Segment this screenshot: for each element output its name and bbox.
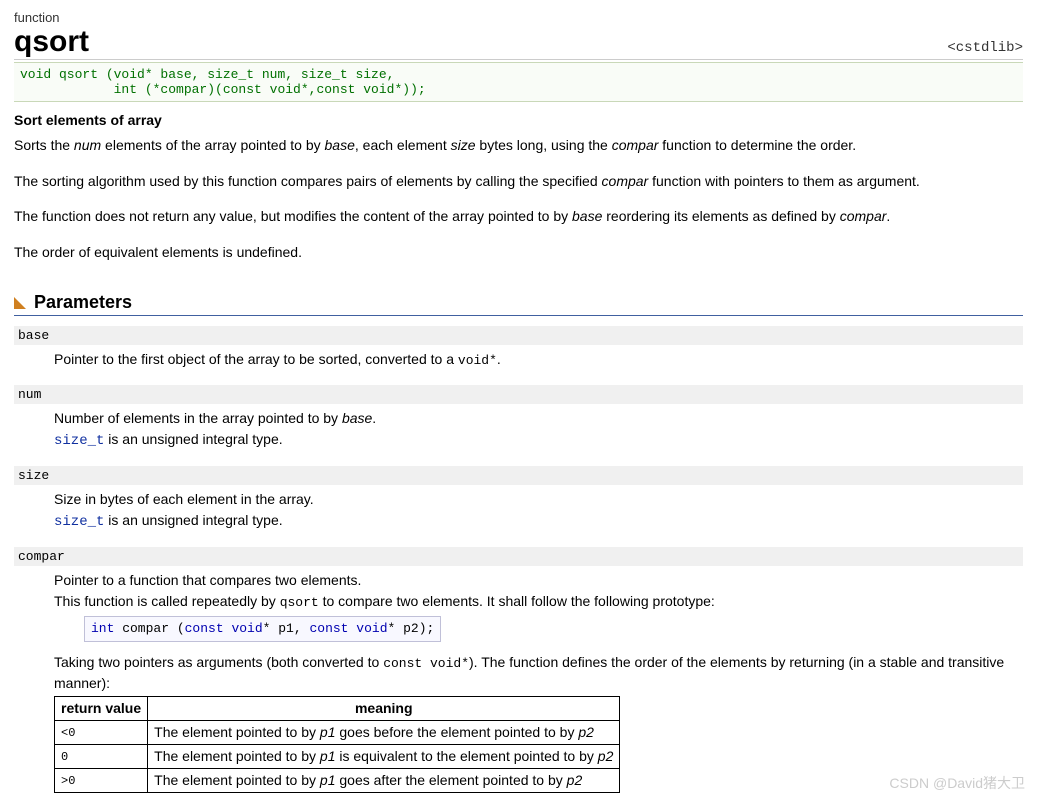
cell-code: 0: [55, 745, 148, 769]
triangle-icon: [14, 297, 26, 309]
table-row: >0 The element pointed to by p1 goes aft…: [55, 769, 620, 793]
param-compar-name: compar: [14, 547, 1023, 566]
size-t-link[interactable]: size_t: [54, 433, 104, 449]
cell-code: <0: [55, 721, 148, 745]
table-header-row: return value meaning: [55, 697, 620, 721]
param-num-name: num: [14, 385, 1023, 404]
size-t-link[interactable]: size_t: [54, 514, 104, 530]
table-row: <0 The element pointed to by p1 goes bef…: [55, 721, 620, 745]
cell-meaning: The element pointed to by p1 goes after …: [148, 769, 620, 793]
header-include: <cstdlib>: [947, 40, 1023, 56]
desc-para-3: The function does not return any value, …: [14, 207, 1023, 227]
desc-para-1: Sorts the num elements of the array poin…: [14, 136, 1023, 156]
param-base-name: base: [14, 326, 1023, 345]
param-compar-body: Pointer to a function that compares two …: [14, 566, 1023, 798]
param-base-body: Pointer to the first object of the array…: [14, 345, 1023, 375]
section-title: Parameters: [34, 292, 132, 313]
th-meaning: meaning: [148, 697, 620, 721]
desc-para-4: The order of equivalent elements is unde…: [14, 243, 1023, 263]
prototype-box: int compar (const void* p1, const void* …: [84, 616, 441, 642]
description: Sorts the num elements of the array poin…: [14, 136, 1023, 262]
header-row: qsort <cstdlib>: [14, 25, 1023, 60]
function-label: function: [14, 10, 1023, 25]
subtitle: Sort elements of array: [14, 112, 1023, 128]
cell-meaning: The element pointed to by p1 goes before…: [148, 721, 620, 745]
cell-meaning: The element pointed to by p1 is equivale…: [148, 745, 620, 769]
section-parameters: Parameters: [14, 292, 1023, 316]
th-return-value: return value: [55, 697, 148, 721]
desc-para-2: The sorting algorithm used by this funct…: [14, 172, 1023, 192]
param-size-body: Size in bytes of each element in the arr…: [14, 485, 1023, 537]
cell-code: >0: [55, 769, 148, 793]
function-name: qsort: [14, 25, 89, 59]
param-size-name: size: [14, 466, 1023, 485]
return-value-table: return value meaning <0 The element poin…: [54, 696, 620, 793]
table-row: 0 The element pointed to by p1 is equiva…: [55, 745, 620, 769]
function-signature: void qsort (void* base, size_t num, size…: [14, 62, 1023, 102]
param-num-body: Number of elements in the array pointed …: [14, 404, 1023, 456]
